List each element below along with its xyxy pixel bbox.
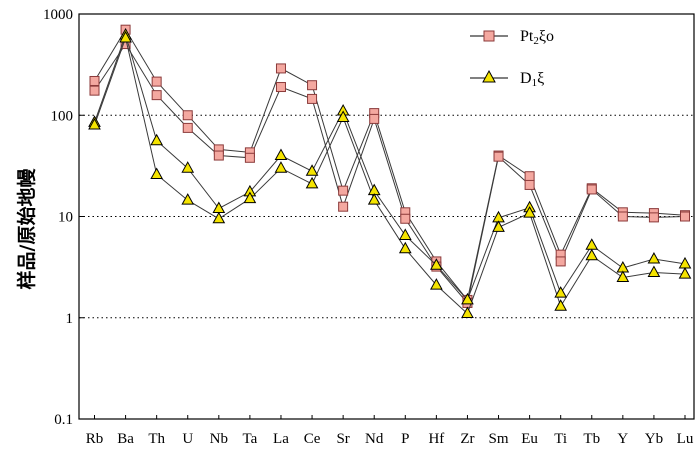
- data-point-triangle: [150, 167, 164, 179]
- data-point-square: [151, 90, 162, 101]
- data-point-square: [400, 213, 411, 224]
- x-tick-label: Sm: [489, 431, 509, 447]
- series-line: [94, 43, 686, 305]
- y-tick-label: 100: [51, 108, 74, 124]
- series-d1-xi: [88, 27, 692, 319]
- x-tick-label: Nb: [210, 431, 228, 447]
- series-line: [94, 28, 686, 302]
- data-point-triangle: [461, 306, 474, 319]
- legend-label-d: D1ξ: [520, 70, 544, 89]
- legend-square-marker: [483, 30, 495, 42]
- x-tick-label: Ti: [554, 431, 567, 447]
- data-point-square: [586, 184, 597, 195]
- data-point-triangle: [181, 193, 195, 205]
- data-point-square: [89, 85, 100, 96]
- x-tick-label: Ce: [304, 431, 321, 447]
- data-point-triangle: [430, 258, 443, 270]
- data-point-triangle: [212, 211, 226, 224]
- data-point-triangle: [585, 238, 599, 250]
- x-tick-label: Rb: [86, 431, 104, 447]
- data-point-triangle: [274, 148, 288, 161]
- data-point-square: [307, 93, 318, 104]
- data-point-triangle: [616, 270, 630, 282]
- data-point-triangle: [461, 292, 474, 305]
- data-point-triangle: [430, 278, 443, 290]
- data-point-triangle: [492, 220, 505, 232]
- data-point-triangle: [243, 191, 257, 204]
- y-axis-label: 样品/原始地幔: [15, 168, 38, 290]
- data-point-square: [493, 151, 504, 162]
- legend: Pt2ξo D1ξ: [470, 28, 554, 89]
- x-tick-label: Ta: [243, 431, 258, 447]
- series-group: [88, 24, 692, 319]
- data-point-triangle: [305, 176, 319, 189]
- data-point-triangle: [119, 30, 132, 43]
- data-point-triangle: [398, 228, 412, 240]
- data-point-triangle: [523, 206, 536, 218]
- data-point-triangle: [150, 133, 164, 146]
- x-tick-label: P: [401, 431, 409, 447]
- data-point-triangle: [647, 252, 661, 264]
- x-tick-label: Nd: [365, 431, 384, 447]
- legend-triangle-marker: [482, 69, 496, 83]
- data-point-square: [555, 256, 566, 267]
- x-tick-label: Th: [148, 431, 165, 447]
- grid-lines: [79, 114, 694, 319]
- series-line: [94, 36, 686, 315]
- series-line: [94, 33, 686, 301]
- data-point-triangle: [647, 265, 661, 277]
- data-point-square: [182, 110, 193, 121]
- data-point-square: [369, 113, 380, 124]
- data-point-triangle: [88, 118, 101, 130]
- x-tick-label: Ba: [117, 431, 134, 447]
- data-point-square: [307, 80, 318, 91]
- data-point-triangle: [336, 110, 350, 123]
- data-point-triangle: [554, 299, 568, 311]
- data-point-triangle: [554, 286, 568, 298]
- data-point-square: [680, 211, 690, 222]
- y-tick-label: 1: [66, 311, 74, 327]
- data-point-square: [648, 212, 659, 223]
- data-point-triangle: [585, 248, 599, 261]
- x-tick-label: Lu: [677, 431, 694, 447]
- data-point-triangle: [398, 241, 412, 254]
- data-point-square: [275, 63, 286, 74]
- y-tick-label: 1000: [43, 7, 73, 23]
- x-tick-label: Eu: [521, 431, 538, 447]
- data-point-square: [617, 211, 628, 222]
- x-tick-label: Tb: [583, 431, 600, 447]
- y-axis: 0.1 1 10 100 1000: [43, 7, 84, 428]
- y-tick-label: 0.1: [54, 412, 73, 428]
- data-point-square: [338, 201, 349, 212]
- x-tick-label: La: [273, 431, 289, 447]
- data-point-triangle: [181, 161, 195, 173]
- data-point-triangle: [678, 267, 692, 279]
- x-tick-label: Hf: [428, 431, 444, 447]
- data-point-square: [524, 171, 535, 182]
- data-point-square: [151, 76, 162, 87]
- y-tick-label: 10: [58, 210, 73, 226]
- legend-label-pt: Pt2ξo: [520, 28, 554, 47]
- data-point-square: [182, 122, 193, 133]
- data-point-triangle: [367, 193, 381, 205]
- data-point-square: [275, 82, 286, 93]
- x-tick-label: Zr: [460, 431, 474, 447]
- data-point-square: [89, 75, 100, 86]
- data-point-triangle: [274, 161, 288, 173]
- x-tick-label: Y: [617, 431, 628, 447]
- series-pt2-xi-o: [89, 24, 690, 308]
- data-point-square: [524, 179, 535, 190]
- data-point-square: [338, 185, 349, 196]
- x-tick-label: U: [182, 431, 193, 447]
- x-axis: Rb Ba Th U Nb Ta La Ce Sr Nd P Hf Zr Sm Eu Ti Tb Y Yb Lu: [86, 415, 694, 447]
- data-point-square: [213, 150, 224, 161]
- data-point-triangle: [305, 164, 319, 176]
- data-point-square: [244, 152, 255, 163]
- x-tick-label: Sr: [336, 431, 349, 447]
- x-tick-label: Yb: [645, 431, 663, 447]
